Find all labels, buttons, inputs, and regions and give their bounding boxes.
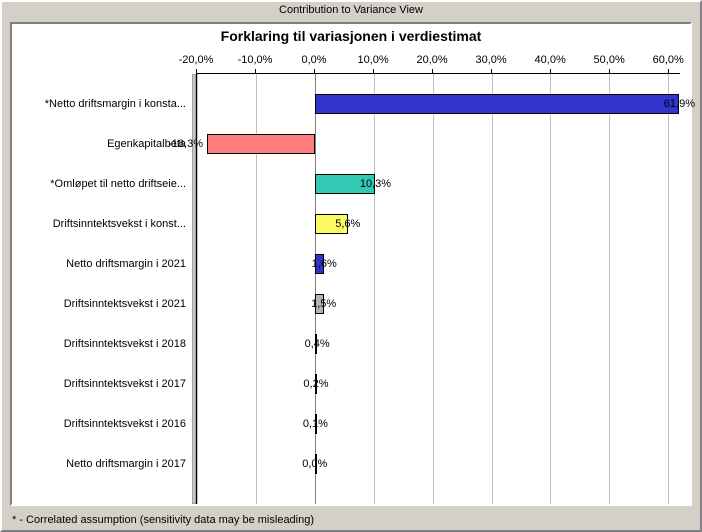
plot-area: *Netto driftsmargin i konsta...Egenkapit… <box>12 50 690 504</box>
chart-title: Forklaring til variasjonen i verdiestima… <box>12 24 690 46</box>
window-root: Contribution to Variance View Forklaring… <box>0 0 702 532</box>
x-tick-label: -10,0% <box>238 54 273 66</box>
x-tick-label: 60,0% <box>653 54 684 66</box>
bar-value-label: 0,1% <box>303 418 328 430</box>
gridline <box>374 74 375 504</box>
bar-value-label: 0,0% <box>302 458 327 470</box>
bar-value-label: 1,5% <box>311 298 336 310</box>
x-tick-label: 10,0% <box>357 54 388 66</box>
y-axis-label: Driftsinntektsvekst i 2016 <box>64 418 186 430</box>
x-axis: -20,0%-10,0%0,0%10,0%20,0%30,0%40,0%50,0… <box>196 50 680 74</box>
bar-value-label: 61,9% <box>664 98 695 110</box>
footnote: * - Correlated assumption (sensitivity d… <box>12 514 314 526</box>
bar <box>207 134 315 154</box>
x-tick-label: 30,0% <box>476 54 507 66</box>
grid-area: -20,0%-10,0%0,0%10,0%20,0%30,0%40,0%50,0… <box>196 50 680 504</box>
gridline <box>433 74 434 504</box>
y-axis-label: Netto driftsmargin i 2017 <box>66 458 186 470</box>
gridline <box>550 74 551 504</box>
bar-value-label: 10,3% <box>360 178 391 190</box>
y-axis-label: *Netto driftsmargin i konsta... <box>45 98 186 110</box>
bar-value-label: -18,3% <box>168 138 207 150</box>
y-axis-label: *Omløpet til netto driftseie... <box>50 178 186 190</box>
x-tick-label: 0,0% <box>302 54 327 66</box>
y-axis-label: Driftsinntektsvekst i 2017 <box>64 378 186 390</box>
y-axis-label: Driftsinntektsvekst i konst... <box>53 218 186 230</box>
bars-region: 61,9%-18,3%10,3%5,6%1,6%1,5%0,4%0,2%0,1%… <box>196 74 680 504</box>
bar-value-label: 1,6% <box>312 258 337 270</box>
zero-line <box>315 74 316 504</box>
bar-value-label: 0,4% <box>305 338 330 350</box>
bar <box>315 94 680 114</box>
x-tick-label: 50,0% <box>594 54 625 66</box>
window-title: Contribution to Variance View <box>2 2 700 19</box>
gridline <box>668 74 669 504</box>
y-axis-label: Driftsinntektsvekst i 2018 <box>64 338 186 350</box>
y-axis-label: Netto driftsmargin i 2021 <box>66 258 186 270</box>
y-axis-labels: *Netto driftsmargin i konsta...Egenkapit… <box>12 74 192 504</box>
gridline <box>492 74 493 504</box>
bar-value-label: 5,6% <box>335 218 360 230</box>
gridline <box>609 74 610 504</box>
x-tick-label: -20,0% <box>179 54 214 66</box>
bar-value-label: 0,2% <box>303 378 328 390</box>
x-tick-label: 40,0% <box>535 54 566 66</box>
chart-frame: Forklaring til variasjonen i verdiestima… <box>10 22 692 506</box>
x-tick-label: 20,0% <box>416 54 447 66</box>
y-axis-label: Driftsinntektsvekst i 2021 <box>64 298 186 310</box>
